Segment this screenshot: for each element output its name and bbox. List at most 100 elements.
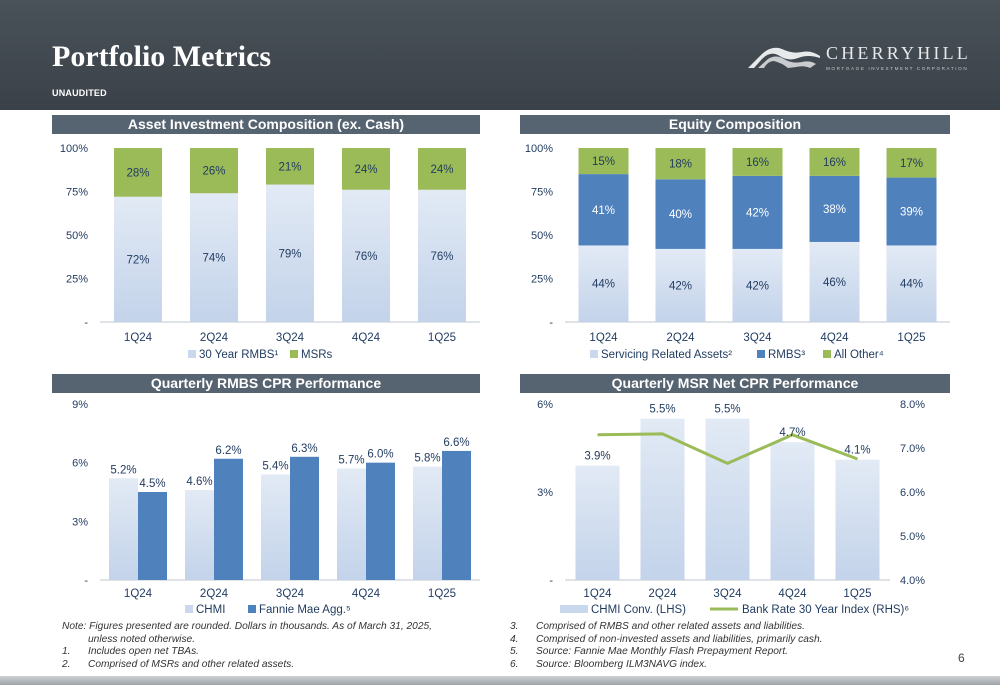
y-tick-label: - xyxy=(84,575,88,587)
x-tick-label: 1Q24 xyxy=(583,588,612,600)
data-label: 5.5% xyxy=(649,404,675,416)
y-tick-label: - xyxy=(549,575,553,587)
panel-title-equity-composition: Equity Composition xyxy=(520,115,950,134)
bar xyxy=(109,478,138,580)
bar-segment xyxy=(886,148,937,178)
bar xyxy=(835,459,880,580)
legend-label: 30 Year RMBS¹ xyxy=(199,349,278,361)
x-tick-label: 2Q24 xyxy=(200,332,229,344)
legend-label: Servicing Related Assets² xyxy=(601,349,732,361)
data-label: 5.8% xyxy=(414,453,440,465)
footnote-number: 6. xyxy=(510,658,519,670)
footnote-text: unless noted otherwise. xyxy=(88,633,196,645)
data-label: 5.2% xyxy=(110,464,136,476)
data-label: 72% xyxy=(126,254,149,266)
bar-segment xyxy=(886,245,937,322)
bar-segment xyxy=(732,248,783,322)
y-tick-label: 25% xyxy=(66,274,88,286)
bar-segment xyxy=(578,174,629,246)
msr-cpr-chart: - 3% 6% 1Q24 2Q24 3Q24 4Q24 1Q25 4.0% 5.0% 6.0% 7.0… xyxy=(537,399,925,616)
unaudited-label: UNAUDITED xyxy=(52,88,107,98)
bar xyxy=(640,418,685,580)
bar xyxy=(705,418,750,580)
data-label: 18% xyxy=(669,159,692,171)
bar-segment xyxy=(266,184,314,322)
y2-tick-label: 5.0% xyxy=(900,531,925,543)
y-tick-label: 6% xyxy=(537,399,553,411)
x-tick-label: 2Q24 xyxy=(200,588,229,600)
x-tick-label: 4Q24 xyxy=(778,588,807,600)
bar xyxy=(442,450,471,580)
legend-swatch xyxy=(757,350,765,358)
panel-title-rmbs-cpr: Quarterly RMBS CPR Performance xyxy=(52,374,480,393)
header-banner: Portfolio Metrics UNAUDITED CHERRYHILL M… xyxy=(0,0,1000,110)
x-tick-label: 1Q24 xyxy=(124,588,153,600)
data-label: 21% xyxy=(278,161,301,173)
data-label: 5.7% xyxy=(338,455,364,467)
footnote-text: Comprised of non-invested assets and lia… xyxy=(536,633,823,645)
footnote: Note: Figures presented are rounded. Dol… xyxy=(62,621,502,634)
footnote: 4. Comprised of non-invested assets and l… xyxy=(510,634,930,647)
y2-tick-label: 4.0% xyxy=(900,575,925,587)
data-label: 4.6% xyxy=(186,476,212,488)
company-logo: CHERRYHILL MORTGAGE INVESTMENT CORPORATI… xyxy=(748,42,993,74)
legend-label: Fannie Mae Agg.⁵ xyxy=(259,604,351,616)
data-label: 17% xyxy=(900,158,923,170)
data-label: 41% xyxy=(592,205,615,217)
x-tick-label: 1Q24 xyxy=(589,332,618,344)
asset-composition-chart: - 25% 50% 75% 100% 1Q24 2Q24 3Q24 4Q24 1Q25 72% 28%… xyxy=(60,143,480,361)
bottom-bar xyxy=(0,676,1000,685)
y2-tick-label: 7.0% xyxy=(900,443,925,455)
x-tick-label: 1Q25 xyxy=(428,332,456,344)
data-label: 26% xyxy=(202,166,225,178)
footnote-text: Comprised of MSRs and other related asse… xyxy=(88,658,295,670)
data-label: 4.7% xyxy=(779,427,805,439)
x-tick-label: 4Q24 xyxy=(352,332,381,344)
bar-segment xyxy=(886,177,937,246)
data-label: 16% xyxy=(746,157,769,169)
legend-swatch xyxy=(590,350,598,358)
bar-segment xyxy=(190,193,238,322)
legend-swatch xyxy=(248,605,256,613)
y-tick-label: - xyxy=(84,317,88,329)
y-tick-label: 3% xyxy=(537,487,553,499)
page-title: Portfolio Metrics xyxy=(52,40,272,73)
data-label: 44% xyxy=(900,279,923,291)
bar-segment xyxy=(342,148,390,190)
y-tick-label: 50% xyxy=(66,230,88,242)
y-tick-label: 25% xyxy=(531,274,553,286)
y-tick-label: 6% xyxy=(72,458,88,470)
data-label: 24% xyxy=(430,164,453,176)
footnote-text: Note: Figures presented are rounded. Dol… xyxy=(62,621,432,632)
data-label: 3.9% xyxy=(584,451,610,463)
bar-segment xyxy=(809,241,860,322)
data-label: 79% xyxy=(278,248,301,260)
footnote-number: 5. xyxy=(510,646,519,657)
data-label: 76% xyxy=(354,251,377,263)
bar xyxy=(214,458,243,580)
y-tick-label: 100% xyxy=(525,143,553,155)
logo-name: CHERRYHILL xyxy=(826,43,972,63)
footnote: 3. Comprised of RMBS and other related as… xyxy=(510,621,930,634)
footnote-text: Includes open net TBAs. xyxy=(88,646,199,657)
data-label: 76% xyxy=(430,251,453,263)
x-tick-label: 3Q24 xyxy=(713,588,742,600)
bar xyxy=(366,462,395,580)
data-label: 5.4% xyxy=(262,460,288,472)
footnote: 1. Includes open net TBAs. xyxy=(62,646,502,659)
x-tick-label: 3Q24 xyxy=(276,332,305,344)
bar xyxy=(770,442,815,580)
footnote-number: 2. xyxy=(62,658,71,670)
legend-label: RMBS³ xyxy=(768,349,805,361)
equity-composition-chart: - 25% 50% 75% 100% 1Q24 2Q24 3Q24 4Q24 1Q25 44% 41%… xyxy=(525,143,950,361)
y-tick-label: 9% xyxy=(72,399,88,411)
data-label: 16% xyxy=(823,157,846,169)
bar-segment xyxy=(190,148,238,194)
y2-tick-label: 6.0% xyxy=(900,487,925,499)
y-tick-label: 3% xyxy=(72,516,88,528)
footnote: 2. Comprised of MSRs and other related as… xyxy=(62,659,502,672)
bank-rate-line xyxy=(597,432,859,466)
data-label: 28% xyxy=(126,167,149,179)
bar-segment xyxy=(418,189,466,322)
bar xyxy=(337,468,366,580)
